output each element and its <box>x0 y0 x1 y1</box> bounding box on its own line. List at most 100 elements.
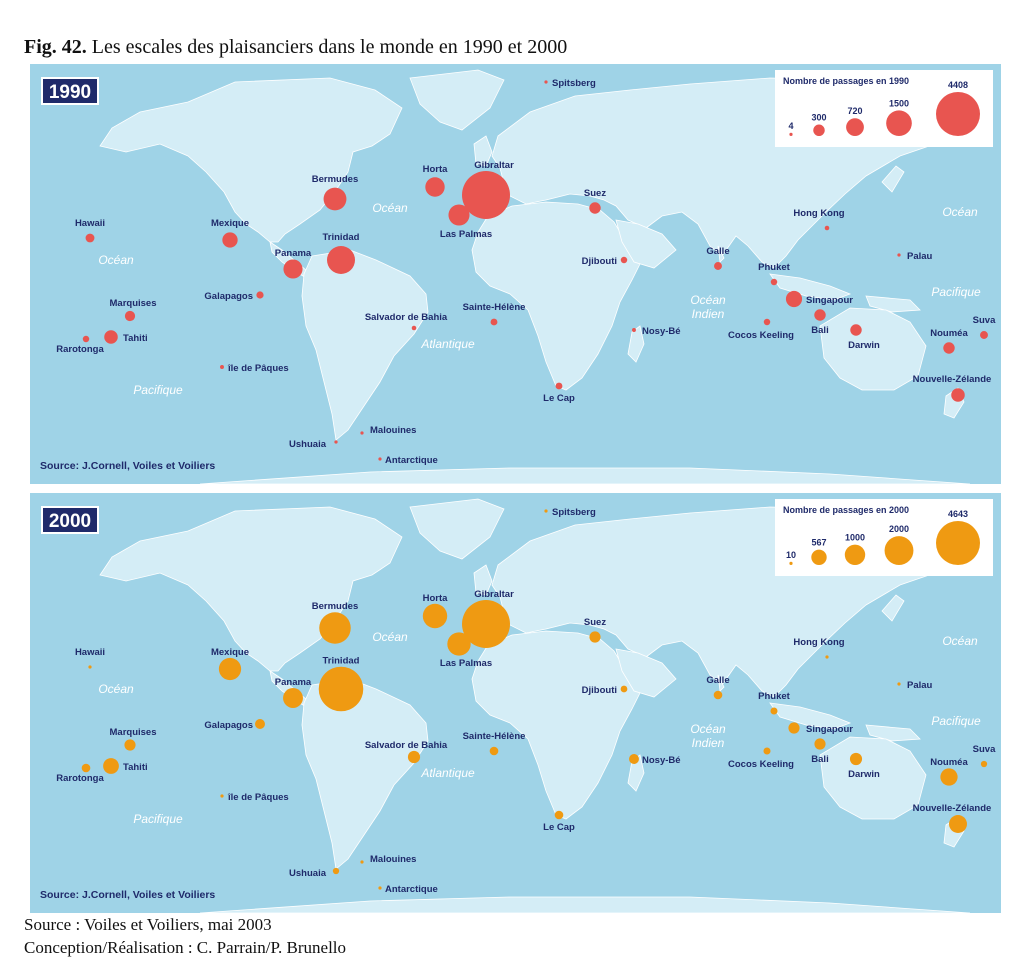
year-badge-label: 2000 <box>49 511 91 532</box>
legend-circle-1500 <box>886 110 912 136</box>
stop-marker-darwin <box>850 324 862 336</box>
stop-marker-las-palmas <box>448 204 470 226</box>
stop-label-malouines: Malouines <box>370 854 416 865</box>
stop-marker-panama <box>283 688 303 708</box>
landmass-antarctica <box>199 467 971 484</box>
stop-label-singapour: Singapour <box>806 295 853 306</box>
ocean-label-pacific-east: Océan <box>942 205 978 219</box>
stop-label-nouvelle-zelande: Nouvelle-Zélande <box>913 374 992 385</box>
stop-marker-malouines <box>360 860 364 864</box>
ocean-label-pacific-west: Océan <box>98 682 134 696</box>
stop-marker-salvador-de-bahia <box>407 750 421 764</box>
footer-credits: Conception/Réalisation : C. Parrain/P. B… <box>24 938 347 957</box>
landmass-australia <box>819 307 927 391</box>
stop-label-antarctique: Antarctique <box>385 455 438 466</box>
legend-value-4: 4 <box>788 121 793 131</box>
stop-label-gibraltar: Gibraltar <box>474 160 514 171</box>
ocean-label-pacific-south: Pacifique <box>133 812 183 826</box>
stop-label-suez: Suez <box>584 188 606 199</box>
stop-marker-suez <box>589 202 601 214</box>
stop-marker-tahiti <box>104 330 118 344</box>
stop-label-las-palmas: Las Palmas <box>440 229 492 240</box>
landmass-antarctica <box>199 896 971 913</box>
stop-marker-rarotonga <box>81 763 91 773</box>
stop-marker-spitsberg <box>544 509 548 513</box>
stop-label-bali: Bali <box>811 325 828 336</box>
map-source-note: Source: J.Cornell, Voiles et Voiliers <box>40 889 215 901</box>
legend-circle-1000 <box>844 544 866 565</box>
stop-label-ushuaia: Ushuaia <box>289 868 327 879</box>
stop-label-panama: Panama <box>275 677 312 688</box>
legend-value-1500: 1500 <box>889 98 909 108</box>
stop-label-salvador-de-bahia: Salvador de Bahia <box>365 740 448 751</box>
ocean-label-pacific-south: Pacifique <box>133 383 183 397</box>
legend-circle-720 <box>846 118 864 136</box>
stop-marker-malouines <box>360 431 364 435</box>
stop-label-gibraltar: Gibraltar <box>474 589 514 600</box>
stop-label-mexique: Mexique <box>211 218 249 229</box>
year-badge <box>41 506 99 534</box>
year-badge-label: 1990 <box>49 82 91 103</box>
stop-label-noumea: Nouméa <box>930 328 968 339</box>
stop-label-malouines: Malouines <box>370 425 416 436</box>
stop-marker-hong-kong <box>825 655 829 659</box>
stop-marker-phuket <box>770 707 778 715</box>
stop-label-djibouti: Djibouti <box>582 685 617 696</box>
stop-marker-mexique <box>218 657 242 681</box>
stop-marker-nosy-be <box>629 754 639 764</box>
landmass-south-america <box>301 678 429 870</box>
ocean-label-pacific-west: Océan <box>98 253 134 267</box>
stop-label-bali: Bali <box>811 754 828 765</box>
stop-marker-suez <box>589 631 601 643</box>
stop-label-phuket: Phuket <box>758 691 791 702</box>
stop-marker-palau <box>897 253 901 257</box>
landmass-great-britain <box>473 135 493 167</box>
stop-marker-djibouti <box>620 256 628 264</box>
stop-marker-bali <box>814 309 826 321</box>
stop-label-bermudes: Bermudes <box>312 174 358 185</box>
legend-value-2000: 2000 <box>889 524 909 534</box>
stop-marker-cocos-keeling <box>763 747 771 755</box>
stop-label-horta: Horta <box>423 593 449 604</box>
map-source-note: Source: J.Cornell, Voiles et Voiliers <box>40 460 215 472</box>
ocean-label-north-atlantic: Océan <box>372 201 408 215</box>
stop-marker-galapagos <box>256 291 264 299</box>
landmass-greenland <box>409 69 505 131</box>
map-panel-2000: Océan Océan Océan Océan Indien Pacifique Pacif… <box>30 493 1001 913</box>
stop-label-trinidad: Trinidad <box>323 232 360 243</box>
stop-label-mexique: Mexique <box>211 647 249 658</box>
stop-marker-galapagos <box>255 719 265 729</box>
stop-marker-las-palmas <box>447 632 471 656</box>
landmass-madagascar <box>627 325 645 363</box>
stop-label-ile-de-paques: île de Pâques <box>227 792 289 803</box>
stop-label-galle: Galle <box>706 246 729 257</box>
stop-marker-antarctique <box>378 457 382 461</box>
legend-circle-10 <box>789 561 793 565</box>
legend-circle-567 <box>811 549 827 565</box>
stop-label-nosy-be: Nosy-Bé <box>642 326 681 337</box>
stop-marker-antarctique <box>378 886 382 890</box>
ocean-label-atlantic: Atlantique <box>420 766 475 780</box>
stop-marker-ile-de-paques <box>220 365 224 369</box>
landmass-india-sri-lanka <box>717 674 725 692</box>
stop-marker-sainte-helene <box>490 318 498 326</box>
stop-label-rarotonga: Rarotonga <box>56 344 104 355</box>
legend-value-1000: 1000 <box>845 533 865 543</box>
stop-marker-palau <box>897 682 901 686</box>
landmass-india-sri-lanka <box>717 245 725 263</box>
legend-circle-4408 <box>936 92 980 136</box>
stop-label-cocos-keeling: Cocos Keeling <box>728 759 794 770</box>
stop-marker-trinidad <box>318 666 364 712</box>
ocean-label-atlantic: Atlantique <box>420 337 475 351</box>
stop-marker-marquises <box>124 310 136 322</box>
stop-marker-ushuaia <box>332 867 340 875</box>
figure-title-text: Les escales des plaisanciers dans le mon… <box>91 36 568 58</box>
stop-label-rarotonga: Rarotonga <box>56 773 104 784</box>
stop-marker-rarotonga <box>82 335 90 343</box>
stop-marker-suva <box>980 760 988 768</box>
stop-label-galapagos: Galapagos <box>204 720 253 731</box>
ocean-label-north-atlantic: Océan <box>372 630 408 644</box>
figure-number: Fig. 42. <box>24 36 87 58</box>
stop-marker-hong-kong <box>824 225 830 231</box>
landmass-australia <box>819 736 927 820</box>
